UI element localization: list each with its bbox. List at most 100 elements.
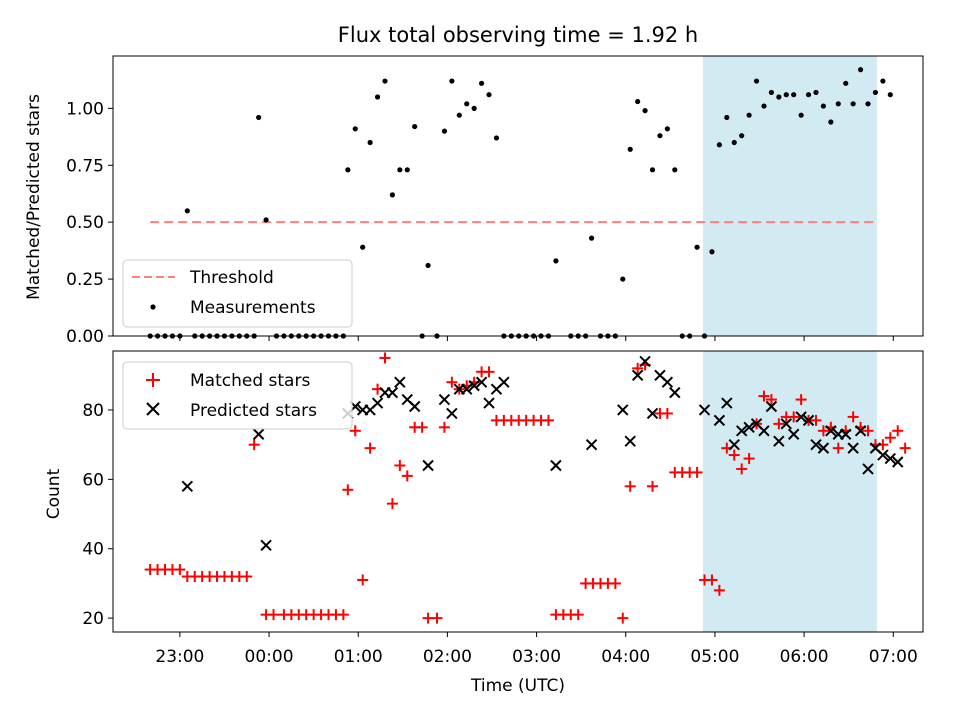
matched-star-marker — [379, 352, 391, 364]
measurement-point — [805, 92, 812, 98]
predicted-star-marker — [386, 386, 399, 399]
predicted-star-marker — [475, 376, 488, 388]
y-tick-label: 20 — [82, 609, 104, 629]
matched-star-marker — [832, 442, 844, 454]
y-tick-label: 40 — [82, 540, 104, 560]
matched-star-marker — [713, 584, 725, 596]
measurement-point — [746, 112, 752, 118]
x-axis-label: Time (UTC) — [470, 676, 565, 696]
y-axis-ticks: 0.00 0.25 0.50 0.75 1.00 — [66, 99, 113, 347]
chart-title: Flux total observing time = 1.92 h — [338, 23, 698, 47]
matched-star-marker — [446, 376, 458, 388]
predicted-star-marker — [252, 428, 265, 440]
predicted-star-marker — [773, 435, 785, 447]
legend-predicted-label: Predicted stars — [190, 401, 317, 421]
legend-matched-label: Matched stars — [190, 371, 310, 391]
measurement-point — [367, 139, 373, 146]
matched-star-marker — [386, 498, 398, 510]
matched-star-marker — [691, 466, 703, 478]
x-tick-label: 00:00 — [245, 647, 294, 667]
predicted-star-marker — [617, 404, 629, 416]
y-tick-label: 0.00 — [66, 327, 104, 347]
measurement-point — [716, 142, 722, 148]
predicted-star-marker — [260, 539, 272, 551]
matched-star-marker — [736, 463, 748, 475]
x-axis-ticks — [179, 336, 894, 341]
matched-star-marker — [337, 609, 349, 621]
predicted-star-marker — [371, 397, 384, 409]
predicted-star-marker — [585, 438, 598, 451]
matched-star-marker — [847, 411, 859, 423]
predicted-star-marker — [847, 442, 859, 454]
x-tick-label: 04:00 — [601, 647, 650, 667]
matched-star-marker — [617, 612, 629, 624]
predicted-star-marker — [802, 414, 815, 427]
measurement-point — [374, 94, 381, 100]
measurement-point — [184, 208, 190, 214]
measurement-point — [739, 133, 745, 139]
y-axis-ticks: 20 40 60 80 — [82, 401, 113, 629]
measurement-point — [588, 235, 595, 241]
x-axis-ticks: 23:00 00:00 01:00 02:00 03:00 04:00 05:00 06:00… — [155, 632, 918, 667]
predicted-star-marker — [765, 400, 778, 413]
legend-threshold-label: Threshold — [189, 268, 274, 288]
predicted-star-marker — [669, 386, 681, 399]
predicted-star-marker — [735, 425, 748, 437]
measurement-point — [478, 80, 485, 86]
predicted-star-marker — [787, 428, 800, 440]
legend-measurements-swatch — [150, 304, 156, 310]
predicted-star-marker — [468, 379, 480, 392]
legend-predicted-swatch — [146, 402, 160, 416]
measurement-point — [657, 133, 663, 139]
measurement-point — [642, 108, 648, 114]
matched-star-marker — [401, 470, 413, 482]
predicted-star-marker — [728, 438, 740, 451]
matched-star-marker — [661, 407, 673, 419]
x-tick-label: 05:00 — [690, 647, 739, 667]
predicted-star-marker — [438, 393, 451, 406]
predicted-star-marker — [892, 456, 904, 468]
matched-star-marker — [416, 421, 428, 433]
predicted-star-marker — [758, 425, 770, 437]
measurement-point — [456, 112, 462, 118]
measurement-point — [382, 78, 388, 84]
y-tick-label: 80 — [82, 401, 104, 421]
predicted-star-marker — [862, 463, 874, 475]
measurement-point — [813, 89, 819, 96]
measurement-point — [620, 276, 626, 282]
predicted-star-marker — [639, 355, 651, 368]
measurement-point — [724, 114, 730, 121]
measurement-point — [850, 101, 856, 107]
measurement-point — [441, 128, 448, 134]
matched-star-marker — [884, 432, 896, 444]
measurement-point — [872, 89, 879, 96]
matched-star-marker — [795, 394, 807, 406]
x-tick-label: 02:00 — [423, 647, 472, 667]
predicted-star-marker — [181, 480, 194, 493]
measurement-point — [649, 167, 656, 173]
measurement-point — [865, 101, 871, 107]
predicted-star-marker — [713, 414, 726, 427]
measurement-point — [345, 167, 351, 173]
measurement-point — [464, 101, 470, 107]
predicted-star-marker — [877, 449, 889, 461]
measurement-point — [553, 258, 559, 264]
measurement-point — [389, 192, 396, 198]
matched-star-marker — [706, 574, 718, 586]
y-tick-label: 0.25 — [66, 270, 104, 290]
highlight-region — [703, 351, 877, 632]
predicted-star-marker — [825, 425, 837, 437]
matched-star-marker — [632, 362, 644, 374]
measurement-point — [397, 167, 403, 173]
legend-measurements-label: Measurements — [190, 298, 316, 318]
predicted-star-marker — [624, 435, 636, 447]
matched-star-marker — [817, 425, 829, 437]
measurement-point — [857, 67, 864, 73]
matched-star-marker — [394, 459, 406, 471]
matched-star-marker — [892, 425, 904, 437]
legend-box — [122, 361, 353, 430]
predicted-star-marker — [446, 407, 458, 420]
x-tick-label: 01:00 — [334, 647, 383, 667]
measurement-point — [694, 244, 700, 250]
matched-star-marker — [349, 425, 361, 437]
